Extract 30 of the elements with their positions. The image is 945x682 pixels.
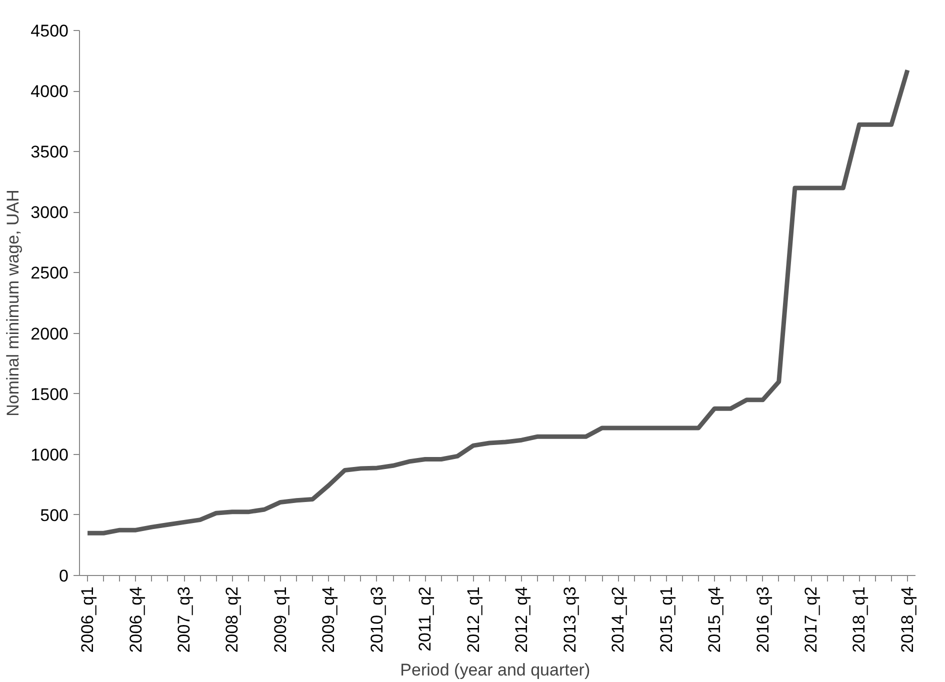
x-tick-label: 2018_q1 — [850, 586, 869, 653]
x-tick-label: 2015_q1 — [656, 586, 676, 653]
y-tick-label: 1500 — [30, 384, 69, 404]
x-tick-label: 2017_q2 — [802, 586, 820, 653]
x-tick-label: 2012_q4 — [512, 586, 532, 653]
y-tick-label: 2500 — [30, 264, 69, 283]
x-tick-label: 2009_q1 — [270, 586, 290, 653]
y-tick-label: 4500 — [30, 22, 69, 40]
y-tick-label: 500 — [40, 506, 69, 525]
y-tick-label: 2000 — [30, 324, 69, 344]
y-tick-label: 3500 — [30, 142, 69, 162]
x-axis-title: Period (year and quarter) — [400, 660, 590, 680]
x-tick-label: 2009_q4 — [319, 586, 338, 653]
x-tick-label: 2008_q2 — [222, 586, 242, 653]
x-tick-label: 2016_q3 — [753, 586, 772, 653]
x-tick-label: 2006_q4 — [126, 586, 146, 653]
x-tick-label: 2012_q1 — [464, 586, 483, 653]
x-tick-label: 2010_q3 — [367, 586, 386, 653]
y-axis-title: Nominal minimum wage, UAH — [4, 190, 23, 416]
x-tick-label: 2006_q1 — [78, 586, 98, 653]
x-tick-label: 2013_q3 — [560, 586, 580, 653]
y-tick-label: 1000 — [30, 445, 69, 464]
x-tick-label: 2011_q2 — [416, 586, 435, 652]
x-tick-label: 2015_q4 — [705, 586, 724, 653]
y-tick-label: 3000 — [30, 203, 69, 222]
y-tick-label: 4000 — [30, 82, 69, 102]
x-tick-label: 2007_q3 — [174, 586, 194, 653]
x-tick-label: 2014_q2 — [608, 586, 628, 653]
y-tick-label: 0 — [59, 566, 69, 586]
x-tick-label: 2018_q4 — [898, 586, 917, 653]
